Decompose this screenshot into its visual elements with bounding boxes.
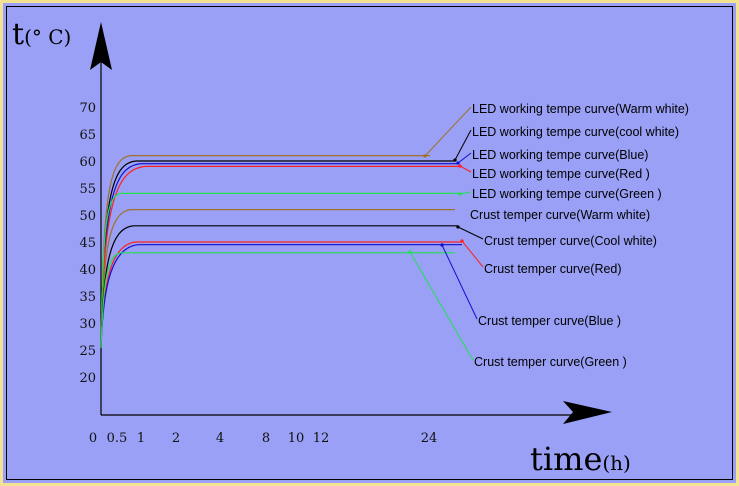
- x-tick-label: 10: [288, 431, 305, 446]
- y-tick-label: 35: [79, 290, 96, 305]
- y-axis-title: t(° C): [12, 17, 71, 52]
- x-axis-arrow: [563, 401, 612, 424]
- y-tick-label: 60: [79, 155, 96, 170]
- series-label: LED working tempe curve(Red ): [472, 167, 650, 181]
- series-line: [100, 252, 455, 349]
- series-line: [100, 163, 458, 349]
- x-tick-label: 0.5: [107, 431, 128, 446]
- series-line: [100, 160, 455, 349]
- y-axis-symbol: t: [12, 17, 24, 52]
- label-leaders: [408, 106, 484, 361]
- series-label: Crust temper curve(Green ): [474, 355, 627, 369]
- y-tick-label: 20: [79, 371, 96, 386]
- series-label: LED working tempe curve(Blue): [472, 148, 648, 162]
- y-axis-arrow: [90, 22, 112, 70]
- series-curves: [100, 155, 462, 349]
- y-tick-label: 70: [79, 101, 96, 116]
- label-leader-line: [458, 191, 472, 196]
- series-line: [100, 192, 460, 349]
- x-tick-label: 1: [137, 431, 145, 446]
- chart-border: [6, 6, 733, 480]
- series-line: [100, 155, 430, 349]
- x-tick-label: 12: [313, 431, 330, 446]
- series-label: LED working tempe curve(Warm white): [472, 102, 689, 116]
- label-leader-line: [453, 129, 472, 162]
- y-tick-label: 50: [79, 209, 96, 224]
- label-leader-line: [423, 106, 472, 158]
- x-axis-title: time(h): [530, 440, 631, 478]
- x-tick-label: 2: [172, 431, 180, 446]
- x-axis-unit: (h): [602, 451, 631, 475]
- series-label: Crust temper curve(Red): [484, 262, 622, 276]
- series-label: Crust temper curve(Warm white): [470, 208, 650, 222]
- series-labels: LED working tempe curve(Warm white) LED w…: [470, 102, 689, 369]
- x-tick-label: 8: [262, 431, 270, 446]
- y-tick-label: 45: [79, 236, 96, 251]
- y-tick-labels: 20 25 30 35 40 45 50 55 60 65 70: [79, 101, 96, 386]
- label-leader-line: [408, 250, 474, 361]
- label-leader-line: [440, 243, 478, 320]
- series-line: [100, 244, 462, 349]
- y-tick-label: 40: [79, 263, 96, 278]
- y-axis-unit: (° C): [24, 25, 71, 49]
- label-leader-line: [458, 164, 472, 173]
- x-axis-symbol: time: [530, 440, 602, 478]
- y-tick-label: 25: [79, 344, 96, 359]
- series-line: [100, 241, 462, 349]
- label-leader-line: [456, 225, 484, 240]
- y-tick-label: 65: [79, 128, 96, 143]
- x-tick-label: 24: [421, 431, 438, 446]
- label-leader-line: [460, 239, 484, 268]
- series-label: Crust temper curve(Blue ): [478, 314, 621, 328]
- x-tick-label: 4: [216, 431, 224, 446]
- x-tick-label: 0: [89, 431, 97, 446]
- y-tick-label: 55: [79, 182, 96, 197]
- x-tick-labels: 0 0.5 1 2 4 8 10 12 24: [89, 431, 437, 446]
- series-label: Crust temper curve(Cool white): [484, 234, 657, 248]
- series-label: LED working tempe curve(Green ): [472, 187, 662, 201]
- y-tick-label: 30: [79, 317, 96, 332]
- label-leader-line: [456, 152, 472, 165]
- series-label: LED working tempe curve(cool white): [472, 125, 679, 139]
- series-line: [100, 209, 455, 349]
